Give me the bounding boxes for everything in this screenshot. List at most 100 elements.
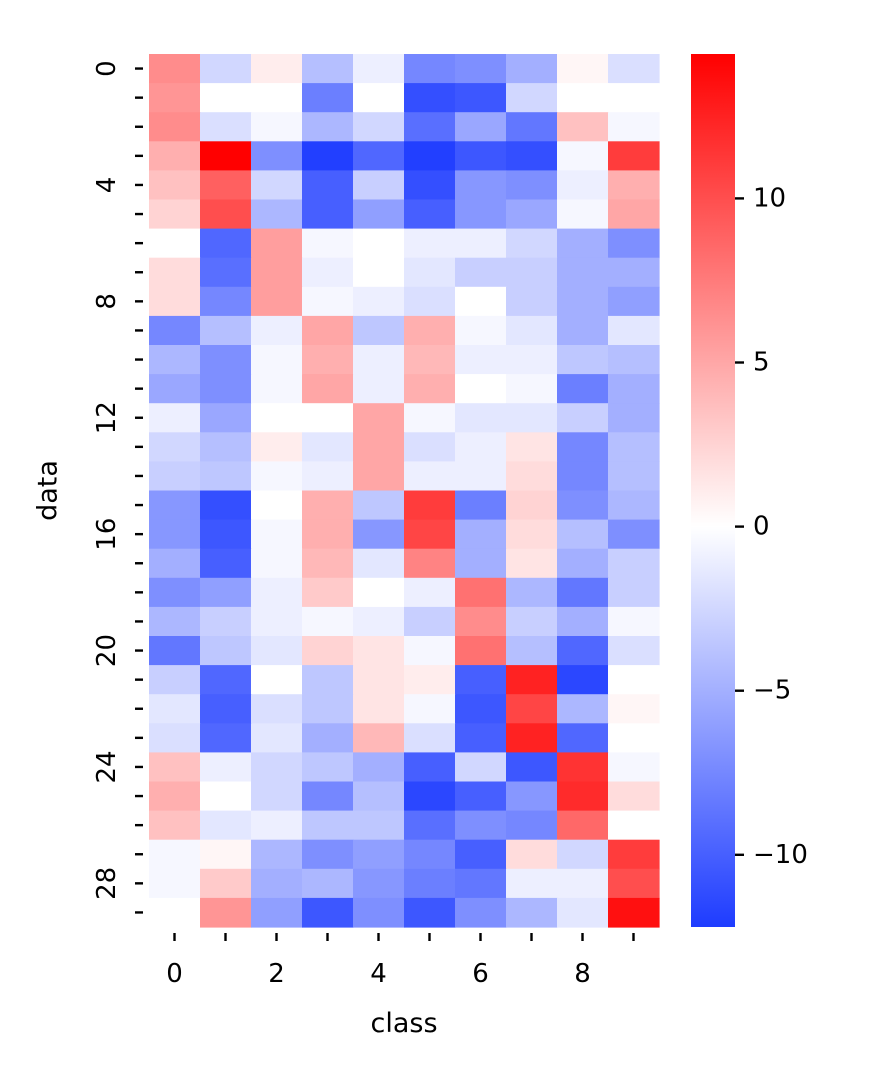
heatmap-cell (149, 519, 201, 550)
heatmap-cell (149, 112, 201, 142)
heatmap-cell (506, 257, 558, 288)
heatmap-cell (557, 54, 609, 84)
colorbar-tick-label: −10 (753, 840, 808, 870)
heatmap-cell (302, 257, 354, 288)
heatmap-cell (608, 432, 660, 462)
heatmap-cell (149, 141, 201, 171)
heatmap-cell (404, 665, 456, 695)
heatmap-cell (557, 228, 609, 259)
heatmap-cell (455, 54, 507, 84)
heatmap-cell (302, 723, 354, 753)
heatmap-cell (149, 636, 201, 666)
heatmap-cell (557, 286, 609, 317)
heatmap-cell (608, 374, 660, 404)
heatmap-cell (353, 897, 405, 928)
heatmap-cell (506, 432, 558, 462)
heatmap-cell (557, 752, 609, 783)
heatmap-cell (608, 606, 660, 637)
heatmap-cell (404, 286, 456, 317)
heatmap-cell (251, 170, 303, 201)
heatmap-cell (557, 577, 609, 608)
heatmap-cell (455, 374, 507, 404)
heatmap-cell (353, 54, 405, 84)
heatmap-cell (353, 839, 405, 870)
heatmap-cell (302, 897, 354, 928)
heatmap-cell (200, 810, 252, 841)
heatmap-cell (506, 374, 558, 404)
heatmap-cell (455, 345, 507, 375)
heatmap-cell (506, 403, 558, 433)
heatmap-cell (557, 141, 609, 171)
heatmap-cell (506, 665, 558, 695)
heatmap-cell (404, 636, 456, 666)
heatmap-cell (353, 577, 405, 608)
heatmap-cell (251, 723, 303, 753)
heatmap-cell (353, 228, 405, 259)
heatmap-cell (149, 374, 201, 404)
heatmap-cell (251, 461, 303, 492)
heatmap-cell (557, 345, 609, 375)
heatmap-cell (455, 868, 507, 899)
heatmap-cell (200, 403, 252, 433)
heatmap-cell (404, 490, 456, 521)
heatmap-cell (353, 752, 405, 783)
heatmap-cell (608, 636, 660, 666)
heatmap-cell (506, 83, 558, 113)
heatmap-cell (608, 170, 660, 201)
heatmap-cell (251, 228, 303, 259)
heatmap-cell (557, 636, 609, 666)
heatmap-cell (608, 519, 660, 550)
y-tick-label: 20 (92, 634, 122, 667)
heatmap-cell (302, 199, 354, 230)
y-axis: 0 4 8 12 16 20 24 28 (92, 60, 143, 914)
heatmap-cell (149, 694, 201, 724)
heatmap-cell (404, 723, 456, 753)
heatmap-cell (404, 83, 456, 113)
heatmap-cell (404, 228, 456, 259)
heatmap-cell (302, 665, 354, 695)
heatmap-cell (302, 577, 354, 608)
heatmap-cell (353, 83, 405, 113)
heatmap-cell (506, 606, 558, 637)
heatmap-cell (557, 839, 609, 870)
heatmap-cell (302, 315, 354, 346)
heatmap-cell (302, 345, 354, 375)
heatmap-cell (353, 781, 405, 812)
heatmap-cell (149, 432, 201, 462)
x-tick-label: 6 (472, 959, 489, 989)
heatmap-cell (353, 868, 405, 899)
heatmap-cell (557, 723, 609, 753)
heatmap-cell (200, 461, 252, 492)
heatmap-cell (149, 606, 201, 637)
heatmap-cell (200, 752, 252, 783)
x-tick-label: 4 (370, 959, 387, 989)
heatmap-cell (404, 548, 456, 579)
heatmap-cell (200, 577, 252, 608)
heatmap-cell (506, 897, 558, 928)
heatmap-cell (557, 112, 609, 142)
heatmap-cell (353, 461, 405, 492)
heatmap-cell (557, 83, 609, 113)
heatmap-cell (506, 490, 558, 521)
colorbar (691, 54, 735, 927)
heatmap-cell (455, 519, 507, 550)
heatmap-cell (455, 810, 507, 841)
heatmap-cell (302, 839, 354, 870)
heatmap-cell (302, 752, 354, 783)
heatmap-cell (557, 897, 609, 928)
heatmap-cell (149, 897, 201, 928)
heatmap-cell (251, 432, 303, 462)
heatmap-cell (149, 315, 201, 346)
heatmap-cell (608, 548, 660, 579)
heatmap-cell (302, 374, 354, 404)
heatmap-cell (455, 112, 507, 142)
heatmap-cell (149, 723, 201, 753)
heatmap-cell (251, 345, 303, 375)
heatmap-cell (608, 897, 660, 928)
heatmap-cell (557, 432, 609, 462)
heatmap-cell (404, 868, 456, 899)
heatmap-cell (302, 810, 354, 841)
heatmap-cell (557, 490, 609, 521)
heatmap-cell (557, 403, 609, 433)
heatmap-cell (200, 199, 252, 230)
